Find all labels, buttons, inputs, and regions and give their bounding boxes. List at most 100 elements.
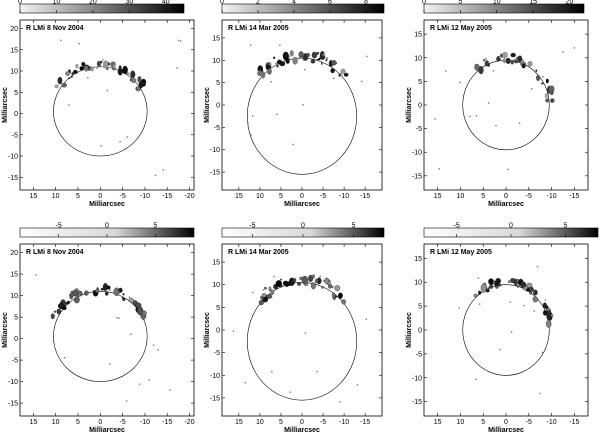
maser-spot [268,62,272,66]
plot-frame [423,19,589,191]
maser-spot [102,283,108,291]
maser-speck [128,296,131,298]
maser-speck [63,356,66,359]
maser-spot [495,285,499,289]
x-tick-label: 0 [300,419,304,426]
y-tick-label: 10 [414,280,422,287]
maser-spot [532,296,539,303]
maser-spot [292,56,298,65]
maser-speck [279,44,281,46]
panel-top-right: 0 5 10 15 20 15 10 5 0 -5 -10 -15 -15 -10 -5 0 5 10 15 Mill… [406,0,589,208]
maser-spot [343,72,349,77]
y-tick-label: 5 [418,79,422,86]
maser-speck [518,122,521,124]
y-tick-label: -10 [412,375,422,382]
x-tick-label: -20 [184,419,194,426]
maser-spot [92,290,96,294]
maser-spot [95,66,99,69]
maser-speck [125,400,128,402]
maser-speck [356,384,359,386]
maser-speck [35,274,37,276]
x-axis-label: Milliarcsec [89,427,125,434]
x-tick-label: 0 [98,419,102,426]
panel-top-left: 0 10 20 30 40 15 10 5 0 -5 -10 -15 -20 -15 -10 -5 0 5 10 15… [2,0,195,208]
y-tick-label: 15 [414,32,422,39]
maser-spot [69,293,72,296]
maser-speck [492,70,495,72]
maser-speck [573,47,576,49]
maser-spot [257,70,262,77]
maser-speck [148,379,150,381]
maser-spot [102,60,109,69]
y-tick-label: -5 [214,125,220,132]
maser-spot [298,51,304,59]
maser-speck [60,39,62,42]
maser-spot [514,280,518,286]
maser-spot [541,75,544,78]
maser-spot [325,58,328,62]
maser-speck [118,317,120,319]
maser-speck [119,140,121,143]
maser-speck [477,277,480,279]
x-tick-label: -10 [546,419,556,426]
maser-spot [550,313,553,317]
maser-spot [268,286,272,291]
y-tick-label: -5 [12,132,18,139]
maser-spot [545,78,549,84]
x-tick-label: -15 [162,419,172,426]
y-tick-label: 5 [14,90,18,97]
y-tick-label: 5 [14,315,18,322]
colorbar-tick-label: 15 [529,0,537,6]
maser-spot [137,76,142,83]
colorbar-tick-label: 0 [18,0,22,6]
maser-speck [499,348,501,351]
colorbar-gradient [221,3,385,14]
maser-speck [469,115,471,117]
maser-speck [100,145,102,147]
x-tick-label: -10 [339,419,349,426]
shell-ring [462,284,550,376]
maser-speck [292,143,294,146]
maser-speck [533,310,535,312]
x-tick-label: 0 [98,193,102,200]
colorbar: 0 10 20 30 40 [18,0,185,14]
plot-frame [19,243,195,417]
maser-spot [478,65,484,75]
y-tick-label: 20 [10,250,18,257]
maser-spot [533,289,538,296]
maser-spot [544,93,548,99]
colorbar-tick-label: -5 [56,223,62,230]
colorbar-tick-label: 0 [422,0,426,6]
colorbar-gradient [423,3,585,14]
maser-spot [510,59,515,65]
maser-spot [314,278,319,284]
maser-speck [232,330,235,332]
x-tick-label: -5 [526,193,532,200]
x-axis-label: Milliarcsec [284,201,320,208]
maser-speck [365,318,368,320]
x-tick-label: 10 [457,419,465,426]
maser-speck [361,80,363,83]
maser-spot [258,299,264,306]
maser-speck [152,344,155,346]
y-tick-label: -15 [210,395,220,402]
maser-spot [61,82,67,88]
maser-speck [445,70,447,72]
maser-spot [547,90,550,94]
maser-spots [35,274,171,402]
x-tick-label: 0 [300,193,304,200]
maser-speck [536,265,539,268]
maser-speck [552,314,554,316]
maser-spot [277,59,283,65]
maser-spot [489,280,492,285]
x-tick-label: -20 [184,193,194,200]
x-tick-label: -10 [140,419,150,426]
maser-speck [459,81,461,84]
x-tick-label: 15 [29,193,37,200]
x-axis-label: Milliarcsec [488,201,524,208]
maser-speck [302,59,304,61]
maser-spot [273,56,276,60]
maser-spot [320,61,323,65]
y-tick-label: 5 [216,305,220,312]
